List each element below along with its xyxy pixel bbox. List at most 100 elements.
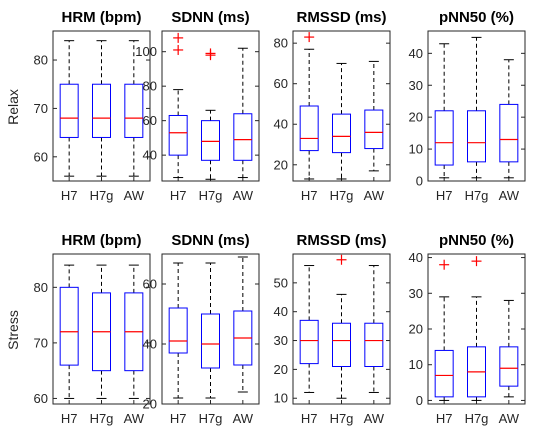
x-tick-label: H7: [170, 188, 187, 203]
iqr-box: [124, 83, 144, 138]
box-aw: [233, 256, 253, 393]
box-h7: [168, 32, 188, 179]
x-tick-label: H7g: [90, 188, 114, 203]
y-tick-label: 10: [409, 357, 423, 372]
x-tick-label: AW: [233, 188, 254, 203]
x-tick-label: AW: [124, 188, 145, 203]
y-tick-label: 60: [143, 277, 157, 292]
iqr-box: [299, 105, 319, 152]
y-tick-label: 60: [34, 391, 48, 406]
x-tick-label: H7: [301, 188, 318, 203]
y-tick-label: 60: [274, 76, 288, 91]
iqr-box: [59, 286, 79, 366]
y-tick-label: 10: [409, 142, 423, 157]
y-tick-label: 70: [34, 335, 48, 350]
box-aw: [499, 299, 519, 398]
y-tick-label: 60: [143, 113, 157, 128]
box-h7: [168, 262, 188, 399]
x-tick-label: H7: [436, 188, 453, 203]
iqr-box: [434, 110, 454, 166]
iqr-box: [168, 307, 188, 354]
x-tick-label: AW: [499, 411, 520, 426]
box-aw: [364, 60, 384, 172]
iqr-box: [233, 113, 253, 161]
iqr-box: [499, 346, 519, 387]
axes-frame: [427, 30, 526, 182]
y-tick-label: 70: [34, 101, 48, 116]
x-tick-label: H7: [170, 411, 187, 426]
box-h7g: [201, 262, 220, 399]
panel-title: HRM (bpm): [62, 9, 142, 26]
iqr-box: [59, 83, 79, 138]
x-tick-label: AW: [364, 411, 385, 426]
y-tick-label: 40: [409, 250, 423, 265]
box-h7g: [92, 264, 111, 399]
iqr-box: [332, 322, 351, 368]
x-tick-label: H7g: [465, 188, 489, 203]
panel-stress-2: SDNN (ms) 20 40 60 H7 H7g AW: [143, 232, 260, 426]
y-tick-label: 20: [274, 157, 288, 172]
x-tick-label: AW: [233, 411, 254, 426]
box-aw: [233, 47, 253, 179]
box-h7g: [201, 48, 220, 180]
x-tick-label: H7g: [330, 188, 354, 203]
iqr-box: [201, 313, 220, 369]
y-tick-label: 40: [409, 46, 423, 61]
y-tick-label: 100: [135, 44, 157, 59]
x-tick-label: H7: [61, 188, 78, 203]
y-tick-label: 20: [274, 362, 288, 377]
panel-title: pNN50 (%): [439, 9, 514, 26]
box-aw: [499, 59, 519, 179]
x-tick-label: H7g: [465, 411, 489, 426]
box-aw: [124, 40, 144, 177]
iqr-box: [434, 349, 454, 398]
panel-stress-3: RMSSD (ms) 10 20 30 40 50 H7 H7g AW: [274, 232, 391, 426]
box-h7: [299, 32, 319, 180]
box-h7: [59, 40, 79, 177]
y-tick-label: 80: [143, 79, 157, 94]
y-tick-label: 40: [274, 117, 288, 132]
x-tick-label: H7g: [90, 411, 114, 426]
y-tick-label: 40: [143, 148, 157, 163]
panel-title: SDNN (ms): [171, 232, 249, 249]
panel-relax-3: RMSSD (ms) 20 40 60 80 H7 H7g AW: [274, 9, 391, 203]
y-tick-label: 40: [143, 337, 157, 352]
y-tick-label: 20: [409, 110, 423, 125]
box-h7g: [467, 256, 486, 401]
iqr-box: [467, 110, 486, 163]
iqr-box: [499, 103, 519, 163]
box-aw: [364, 265, 384, 393]
x-tick-label: H7g: [199, 411, 223, 426]
y-tick-label: 50: [274, 275, 288, 290]
iqr-box: [168, 114, 188, 156]
x-tick-label: H7g: [199, 188, 223, 203]
box-h7g: [467, 36, 486, 179]
panel-title: HRM (bpm): [62, 232, 142, 249]
x-tick-label: AW: [499, 188, 520, 203]
iqr-box: [201, 120, 220, 161]
iqr-box: [364, 109, 384, 150]
y-tick-label: 30: [409, 286, 423, 301]
y-tick-label: 0: [416, 393, 423, 408]
panel-stress-1: HRM (bpm) 60 70 80 H7 H7g AW: [34, 232, 151, 426]
iqr-box: [332, 113, 351, 154]
y-tick-label: 40: [274, 304, 288, 319]
iqr-box: [299, 319, 319, 365]
x-tick-label: H7: [436, 411, 453, 426]
panel-relax-4: pNN50 (%) 0 10 20 30 40 H7 H7g AW: [409, 9, 526, 203]
iqr-box: [92, 83, 111, 138]
y-tick-label: 80: [34, 53, 48, 68]
y-tick-label: 80: [34, 280, 48, 295]
box-h7g: [332, 62, 351, 180]
iqr-box: [364, 322, 384, 368]
y-tick-label: 0: [416, 174, 423, 189]
panel-title: RMSSD (ms): [296, 9, 386, 26]
x-tick-label: H7: [301, 411, 318, 426]
box-h7g: [332, 254, 351, 399]
y-tick-label: 20: [143, 397, 157, 412]
panel-title: pNN50 (%): [439, 232, 514, 249]
x-tick-label: AW: [364, 188, 385, 203]
box-h7g: [92, 40, 111, 177]
box-h7: [59, 264, 79, 399]
